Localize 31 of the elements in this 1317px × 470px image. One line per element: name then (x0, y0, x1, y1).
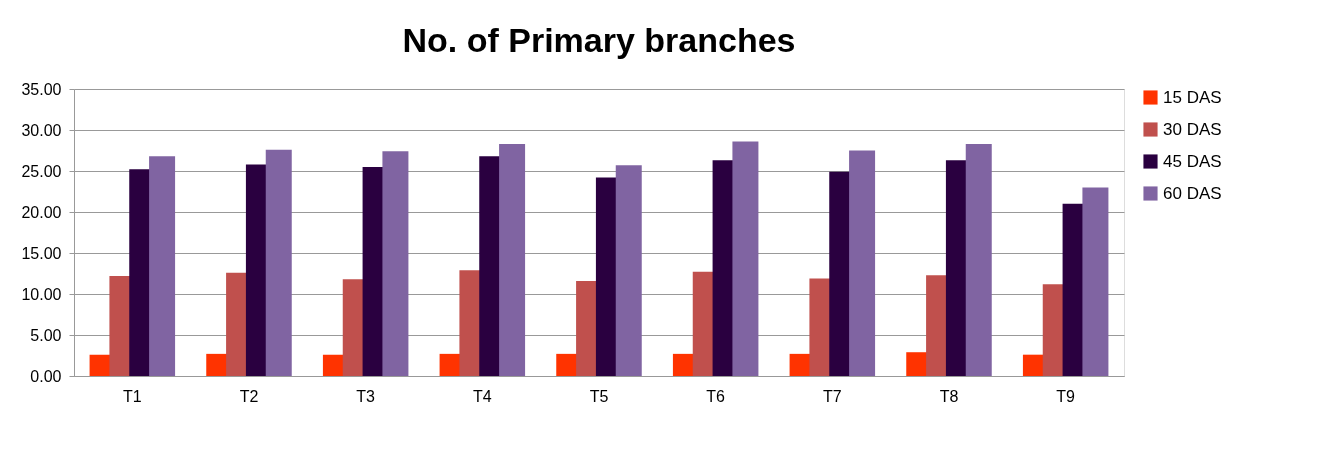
y-tick-label: 5.00 (30, 326, 62, 344)
bar (382, 151, 409, 376)
y-tick-label: 25.00 (21, 162, 62, 180)
bar (849, 150, 876, 376)
bar (265, 149, 292, 376)
chart-title: No. of Primary branches (402, 21, 796, 59)
bar (1082, 187, 1109, 376)
y-tick-label: 10.00 (21, 285, 62, 303)
x-tick-label: T7 (823, 387, 842, 405)
legend-label: 15 DAS (1163, 87, 1222, 107)
x-tick-label: T8 (939, 387, 959, 405)
x-tick-label: T1 (123, 387, 142, 405)
x-tick-label: T3 (356, 387, 376, 405)
y-tick-label: 30.00 (21, 121, 62, 139)
y-tick-label: 35.00 (21, 80, 62, 98)
bar (149, 156, 176, 376)
legend-label: 30 DAS (1163, 119, 1222, 139)
y-tick-label: 15.00 (21, 244, 62, 262)
x-tick-label: T5 (589, 387, 609, 405)
bar (615, 165, 642, 376)
legend-label: 60 DAS (1163, 183, 1222, 203)
x-tick-label: T4 (473, 387, 492, 405)
bar (965, 143, 992, 376)
legend-label: 45 DAS (1163, 151, 1222, 171)
y-tick-label: 20.00 (21, 203, 62, 221)
x-tick-label: T2 (239, 387, 259, 405)
bar (732, 141, 759, 376)
y-tick-label: 0.00 (30, 367, 62, 385)
x-tick-label: T6 (706, 387, 726, 405)
bar (499, 143, 526, 376)
x-tick-label: T9 (1056, 387, 1076, 405)
